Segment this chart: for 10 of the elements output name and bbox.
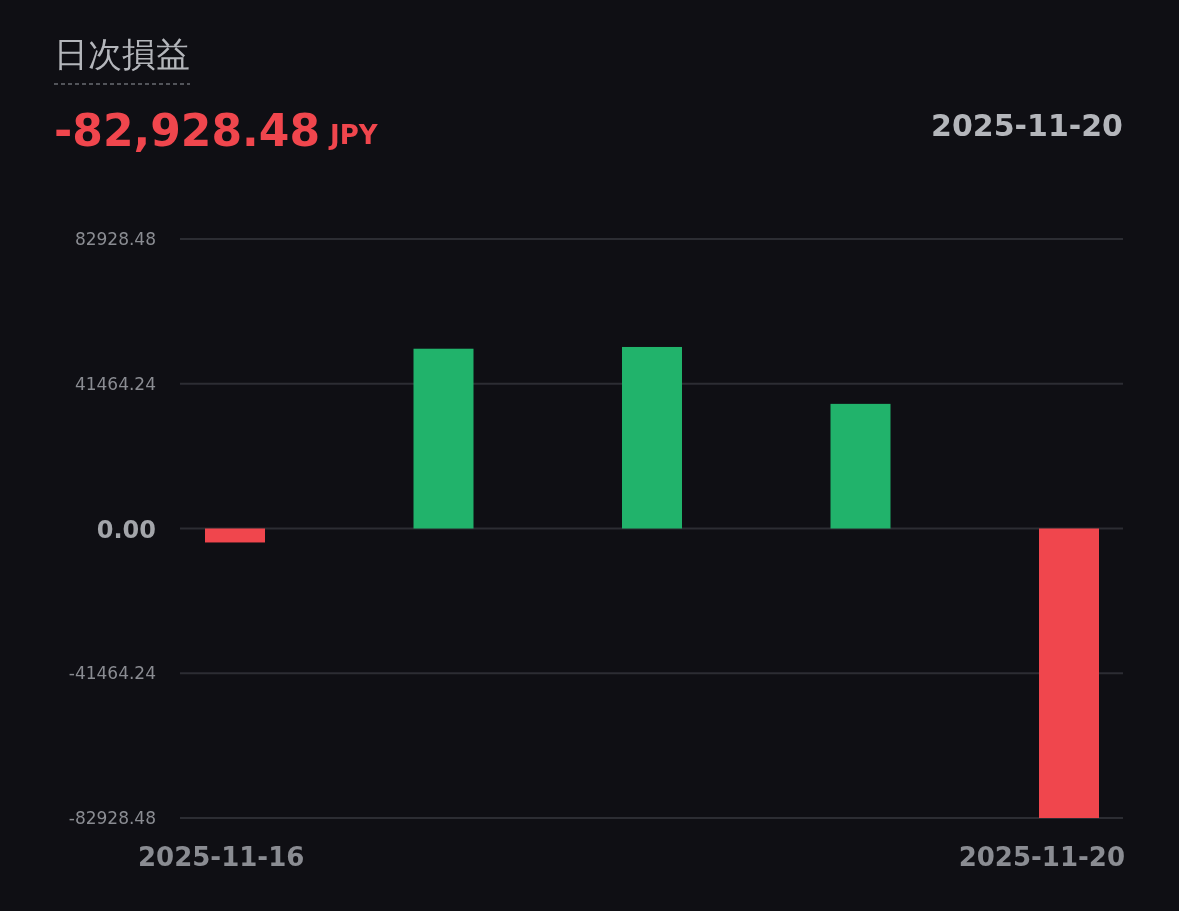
y-tick-label: 41464.24 — [74, 373, 156, 394]
text: 2025-11-20 — [931, 108, 1123, 143]
text: JPY — [328, 120, 379, 150]
x-tick-label: 2025-11-16 — [138, 842, 305, 872]
title: 日次損益 — [54, 34, 190, 74]
subtitle: -82,928.48 — [54, 105, 320, 156]
y-tick-label: -82928.48 — [68, 808, 156, 828]
y-tick-label: -41464.24 — [68, 663, 156, 684]
y-tick-label: 0.00 — [96, 515, 156, 544]
y-tick-label: 82928.48 — [74, 229, 156, 249]
